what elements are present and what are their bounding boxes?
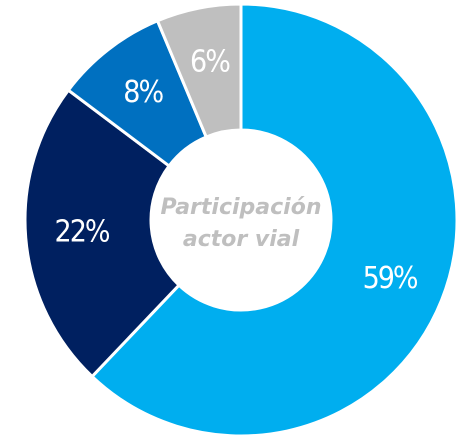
slice: [23, 88, 182, 379]
value-label: 8%: [123, 75, 163, 110]
center-label: actor vial: [183, 227, 300, 252]
value-label: 22%: [55, 215, 110, 250]
slice: [89, 2, 459, 438]
slices: [23, 2, 459, 438]
value-label: 6%: [190, 45, 230, 80]
value-label: 59%: [363, 261, 418, 296]
slice: [155, 2, 243, 139]
center-label: Participación: [160, 195, 321, 220]
